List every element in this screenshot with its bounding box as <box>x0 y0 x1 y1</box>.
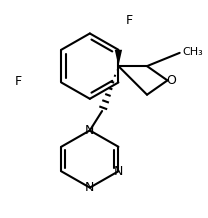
Text: N: N <box>85 124 94 137</box>
Text: F: F <box>15 75 22 88</box>
Text: N: N <box>85 181 94 194</box>
Text: F: F <box>126 14 133 27</box>
Polygon shape <box>115 50 122 66</box>
Text: CH₃: CH₃ <box>183 47 203 57</box>
Text: O: O <box>167 74 176 87</box>
Text: N: N <box>114 165 123 178</box>
